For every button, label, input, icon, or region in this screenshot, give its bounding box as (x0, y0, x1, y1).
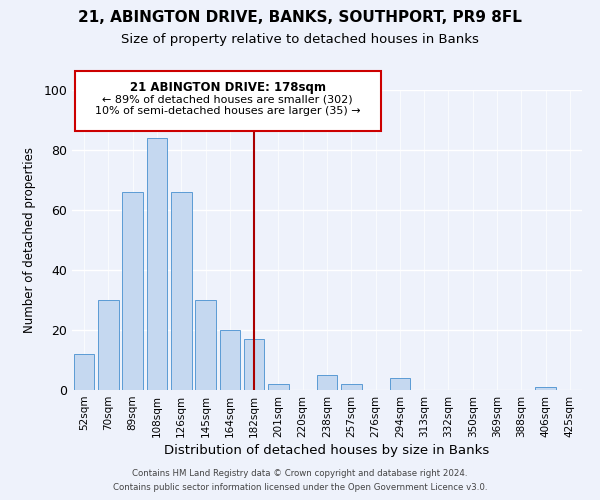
Text: 21, ABINGTON DRIVE, BANKS, SOUTHPORT, PR9 8FL: 21, ABINGTON DRIVE, BANKS, SOUTHPORT, PR… (78, 10, 522, 25)
Bar (535, 387, 556, 390)
Bar (74, 354, 94, 390)
Bar (268, 384, 289, 390)
Bar (146, 138, 167, 390)
Text: Contains HM Land Registry data © Crown copyright and database right 2024.: Contains HM Land Registry data © Crown c… (132, 468, 468, 477)
Text: Size of property relative to detached houses in Banks: Size of property relative to detached ho… (121, 32, 479, 46)
Bar (244, 339, 265, 390)
Bar (122, 192, 143, 390)
Bar (389, 378, 410, 390)
FancyBboxPatch shape (74, 70, 380, 130)
Bar (98, 300, 119, 390)
Text: Contains public sector information licensed under the Open Government Licence v3: Contains public sector information licen… (113, 484, 487, 492)
Bar (317, 375, 337, 390)
Bar (220, 330, 240, 390)
X-axis label: Distribution of detached houses by size in Banks: Distribution of detached houses by size … (164, 444, 490, 457)
Y-axis label: Number of detached properties: Number of detached properties (23, 147, 37, 333)
Text: ← 89% of detached houses are smaller (302): ← 89% of detached houses are smaller (30… (102, 94, 353, 104)
Bar (341, 384, 362, 390)
Text: 21 ABINGTON DRIVE: 178sqm: 21 ABINGTON DRIVE: 178sqm (130, 81, 326, 94)
Text: 10% of semi-detached houses are larger (35) →: 10% of semi-detached houses are larger (… (95, 106, 361, 117)
Bar (171, 192, 191, 390)
Bar (195, 300, 216, 390)
